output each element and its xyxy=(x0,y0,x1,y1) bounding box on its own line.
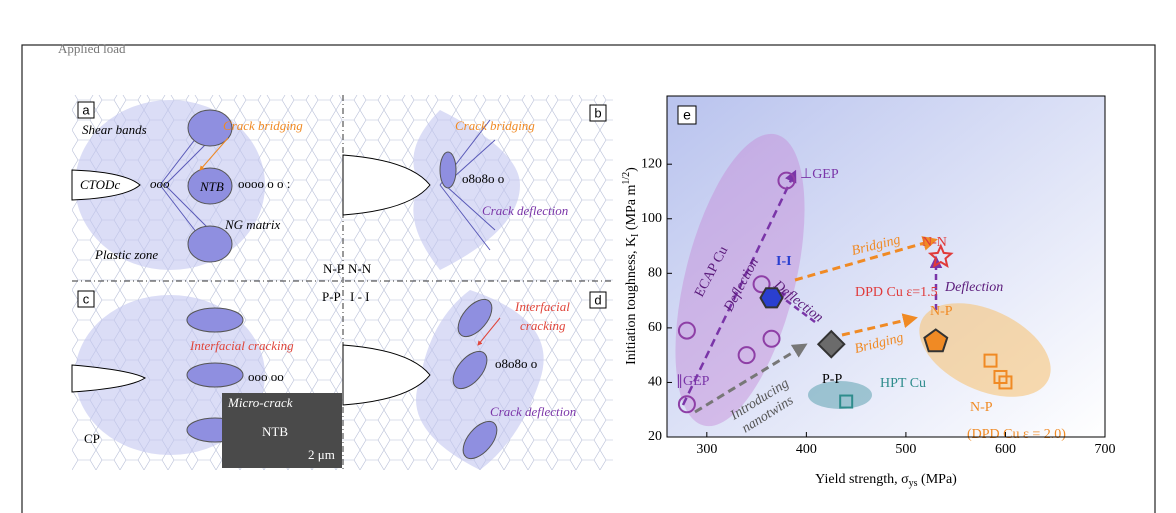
label: Interfacial xyxy=(514,299,570,314)
x-tick-label: 400 xyxy=(796,442,817,457)
y-tick-label: 60 xyxy=(648,320,662,335)
x-axis-label: Yield strength, σys (MPa) xyxy=(815,472,957,489)
annotation: ∥GEP xyxy=(676,374,710,389)
annotation: N-P xyxy=(970,400,993,415)
voids: ooo xyxy=(150,176,170,191)
y-axis-label-part: 1/2 xyxy=(621,172,632,185)
annotation: N-P xyxy=(930,304,953,319)
schematic: ooo oooo o o : o8o8o o ooo oo o8o8o o Ap… xyxy=(58,41,613,470)
x-axis-label-part: ys xyxy=(909,478,918,489)
label: Applied load xyxy=(58,41,126,56)
x-tick-label: 600 xyxy=(995,442,1016,457)
annotation: N-N xyxy=(922,235,947,250)
y-axis-label-part: ) xyxy=(624,167,639,172)
label: I - I xyxy=(350,289,370,304)
label: Interfacial cracking xyxy=(189,338,294,353)
y-tick-label: 100 xyxy=(641,211,662,226)
annotation: I-I xyxy=(776,254,792,269)
y-axis-label: Initiation toughness, KI (MPa m1/2) xyxy=(621,167,641,365)
label: N-N xyxy=(348,261,372,276)
voids: o8o8o o xyxy=(462,171,504,186)
x-tick-label: 700 xyxy=(1095,442,1116,457)
label: Shear bands xyxy=(82,122,147,137)
ntb xyxy=(187,308,243,332)
label: N-P xyxy=(323,261,344,276)
panel-letter: d xyxy=(594,292,601,307)
panel-letter: c xyxy=(83,291,90,306)
annotation: Deflection xyxy=(944,280,1003,295)
x-tick-label: 300 xyxy=(696,442,717,457)
ntb xyxy=(187,363,243,387)
ntb xyxy=(440,152,456,188)
label: Crack bridging xyxy=(455,118,535,133)
panel-letter: a xyxy=(82,102,90,117)
annotation: (DPD Cu ε = 2.0) xyxy=(967,427,1066,442)
x-tick-label: 500 xyxy=(895,442,916,457)
panel-letter: e xyxy=(683,107,691,123)
x-axis-label-part: Yield strength, σ xyxy=(815,472,909,487)
label: Crack deflection xyxy=(482,203,568,218)
marker xyxy=(761,288,783,307)
y-axis-label-part: Initiation toughness, K xyxy=(624,237,639,365)
chart: e ⊥GEP ∥GEP ECAP Cu Deflection I-I Defle… xyxy=(621,96,1115,489)
y-tick-label: 80 xyxy=(648,266,662,281)
label: CTODc xyxy=(80,177,120,192)
label: 2 μm xyxy=(308,447,335,462)
y-tick-label: 20 xyxy=(648,429,662,444)
label: NTB xyxy=(262,424,288,439)
label: Crack deflection xyxy=(490,404,576,419)
x-axis-label-part: (MPa) xyxy=(918,472,958,487)
label: Micro-crack xyxy=(227,395,293,410)
label: cracking xyxy=(520,318,566,333)
label: CP xyxy=(84,431,100,446)
annotation: HPT Cu xyxy=(880,376,926,391)
annotation: DPD Cu ε=1.5 xyxy=(855,285,938,300)
voids: ooo oo xyxy=(248,369,284,384)
voids: oooo o o : xyxy=(238,176,290,191)
label: Plastic zone xyxy=(94,247,158,262)
label: P-P xyxy=(322,289,341,304)
y-tick-label: 40 xyxy=(648,375,662,390)
label: NG matrix xyxy=(224,217,280,232)
y-tick-label: 120 xyxy=(641,156,662,171)
label: NTB xyxy=(199,179,224,194)
panel-letter: b xyxy=(594,105,601,120)
y-axis-label-part: (MPa m xyxy=(624,184,639,233)
voids: o8o8o o xyxy=(495,356,537,371)
annotation: P-P xyxy=(822,372,842,387)
label: Crack bridging xyxy=(223,118,303,133)
annotation: ⊥GEP xyxy=(800,167,839,182)
figure: ooo oooo o o : o8o8o o ooo oo o8o8o o Ap… xyxy=(0,0,1176,513)
